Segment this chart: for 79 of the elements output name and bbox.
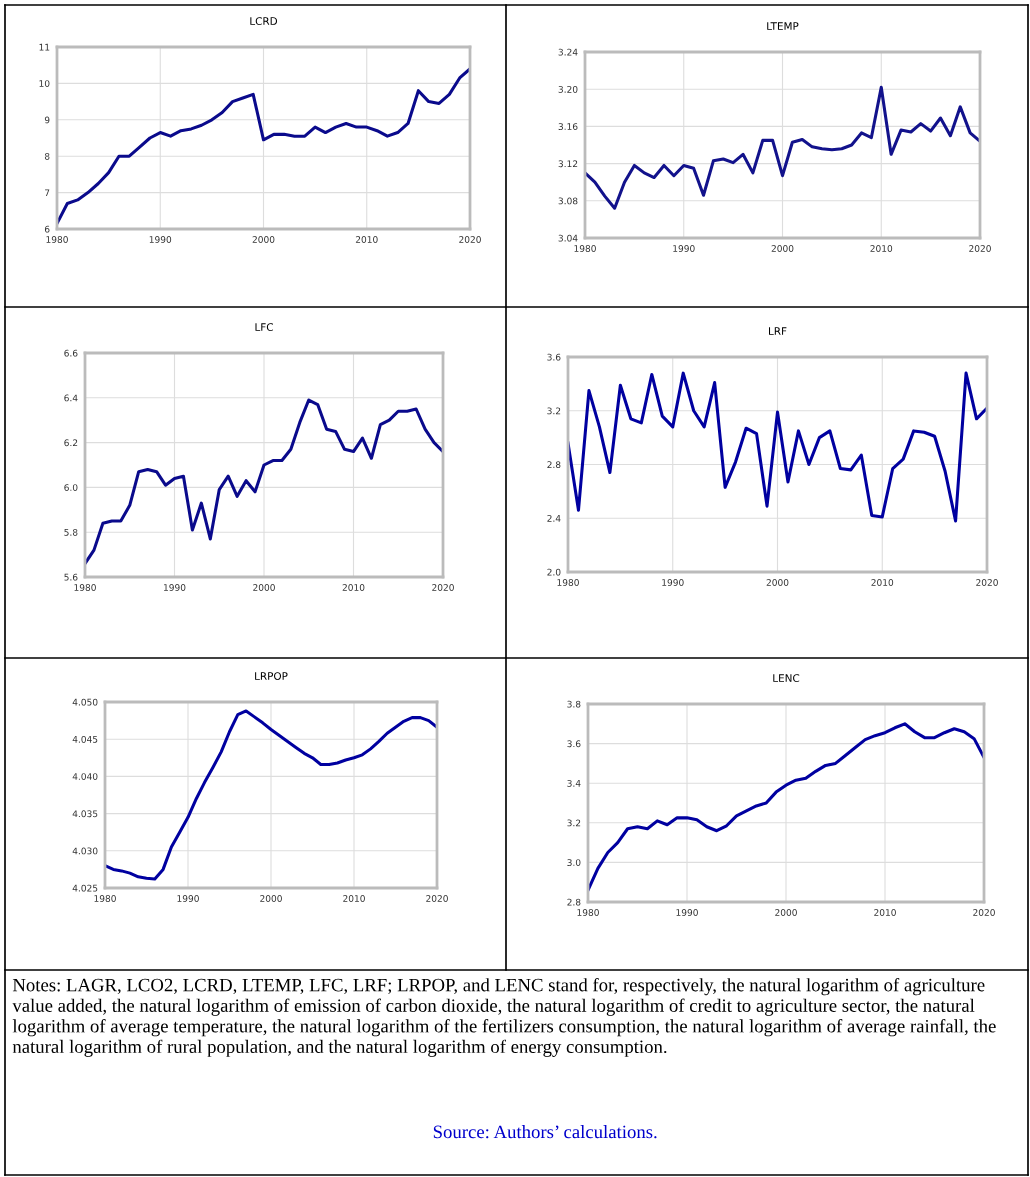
y-tick-label: 6.4 [64, 394, 78, 402]
x-tick-label: 2020 [976, 579, 998, 586]
y-tick-label: 3.4 [567, 779, 581, 787]
x-tick-label: 2020 [973, 909, 995, 916]
y-tick-label: 11 [39, 43, 50, 51]
x-tick-label: 2000 [771, 245, 794, 252]
x-tick-label: 2000 [260, 895, 282, 902]
y-tick-label: 10 [39, 80, 50, 87]
x-tick-label: 2020 [459, 236, 481, 243]
x-tick-label: 2020 [969, 245, 991, 252]
x-tick-label: 2010 [871, 579, 894, 586]
y-tick-label: 3.24 [558, 48, 578, 56]
line-series [105, 709, 437, 881]
x-tick-label: 1980 [557, 579, 579, 586]
y-tick-label: 6 [44, 225, 50, 233]
y-tick-label: 4.035 [72, 810, 98, 818]
x-tick-label: 1990 [673, 245, 695, 252]
chart-title: LFC [255, 323, 273, 332]
x-tick-label: 2000 [775, 909, 797, 916]
x-tick-label: 2020 [426, 895, 448, 902]
x-tick-label: 1990 [149, 236, 172, 243]
y-tick-label: 3.12 [558, 160, 578, 168]
y-tick-label: 3.8 [567, 700, 581, 708]
y-tick-label: 8 [44, 152, 50, 160]
x-tick-label: 1980 [94, 895, 116, 902]
x-tick-label: 2000 [253, 584, 275, 591]
x-tick-label: 1980 [74, 584, 96, 591]
y-tick-label: 9 [44, 116, 50, 124]
y-tick-label: 3.6 [567, 740, 581, 748]
y-tick-label: 4.050 [72, 698, 98, 706]
source-note: Source: Authors’ calculations. [433, 1125, 657, 1139]
text: Notes: LAGR, LCO2, LCRD, LTEMP, LFC, LRF; LRPOP, and LENC stand for, respectively, the natural logarithm of agriculture value added, the natural logarithm of emission of carbon dioxide, the natural logarithm of credit to agriculture sector, the natural logarithm of average temperature, the natural logarithm of the fertilizers consumption, the natural logarithm of average rainfall, the natural logarithm of rural population, and the natural logarithm of energy consumption. [12, 978, 996, 1057]
y-tick-label: 2.0 [547, 568, 561, 576]
x-tick-label: 1990 [676, 909, 698, 916]
line-series [57, 67, 470, 226]
y-tick-label: 2.8 [547, 461, 561, 469]
x-tick-label: 2010 [874, 909, 896, 916]
chart-title: LCRD [250, 17, 278, 26]
x-tick-label: 2000 [252, 236, 275, 243]
y-tick-label: 7 [45, 189, 50, 197]
x-tick-label: 1990 [164, 584, 186, 591]
x-tick-label: 2010 [870, 245, 893, 252]
line-series [568, 371, 987, 523]
y-tick-label: 5.8 [64, 528, 78, 536]
x-tick-label: 1980 [46, 236, 68, 243]
y-tick-label: 3.20 [558, 85, 578, 93]
y-tick-label: 2.8 [567, 898, 581, 906]
x-tick-label: 2010 [343, 895, 365, 902]
y-tick-label: 4.030 [72, 847, 98, 855]
chart-title: LRF [769, 327, 787, 335]
line-series [585, 85, 980, 210]
y-tick-label: 4.045 [72, 735, 98, 743]
x-tick-label: 1980 [577, 909, 599, 916]
y-tick-label: 4.040 [72, 773, 98, 780]
line-series [588, 722, 984, 892]
y-tick-label: 3.16 [558, 123, 578, 130]
x-tick-label: 1990 [662, 579, 684, 586]
y-tick-label: 5.6 [64, 573, 78, 581]
y-tick-label: 3.6 [547, 353, 561, 361]
x-tick-label: 2020 [432, 584, 454, 591]
chart-title: LENC [773, 674, 800, 683]
y-tick-label: 3.08 [558, 197, 578, 205]
chart-title: LRPOP [255, 672, 288, 681]
y-tick-label: 3.04 [558, 234, 578, 242]
y-tick-label: 3.0 [567, 859, 581, 866]
x-tick-label: 2010 [342, 584, 365, 591]
y-tick-label: 4.025 [72, 884, 98, 892]
y-tick-label: 6.0 [64, 484, 78, 491]
y-tick-label: 6.6 [64, 349, 78, 357]
x-tick-label: 1980 [574, 245, 596, 252]
y-tick-label: 3.2 [567, 819, 581, 827]
x-tick-label: 1990 [177, 895, 199, 902]
y-tick-label: 3.2 [547, 407, 561, 415]
x-tick-label: 2000 [766, 579, 789, 586]
y-tick-label: 2.4 [547, 514, 561, 522]
y-tick-label: 6.2 [64, 439, 78, 447]
x-tick-label: 2010 [355, 236, 378, 243]
chart-title: LTEMP [767, 22, 799, 30]
line-series [85, 398, 443, 566]
